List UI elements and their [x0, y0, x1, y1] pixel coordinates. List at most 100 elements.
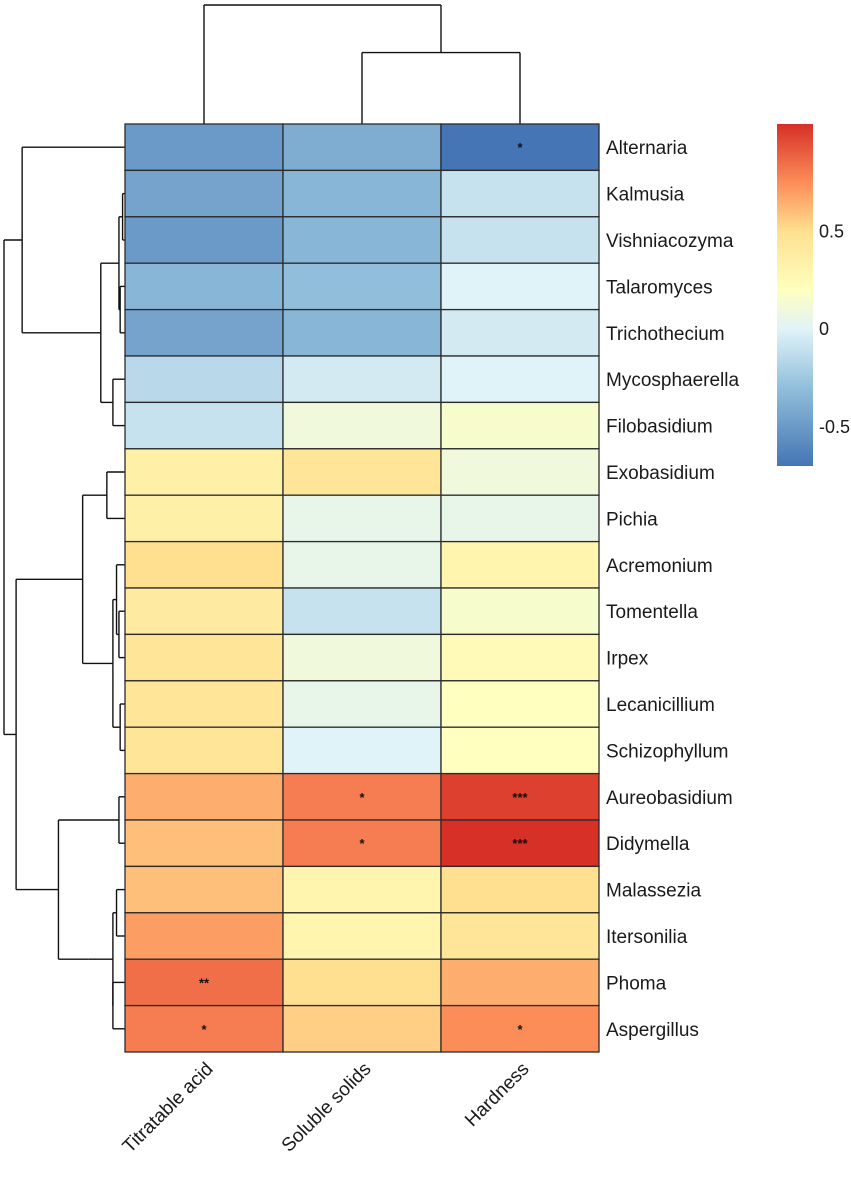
- heatmap-cell: [124, 726, 284, 775]
- heatmap-cell: [440, 587, 600, 636]
- heatmap-cell: [282, 494, 442, 543]
- heatmap-cell: [282, 958, 442, 1007]
- heatmap-cell: [124, 680, 284, 728]
- row-label: Alternaria: [606, 138, 688, 159]
- heatmap-cell: [124, 401, 284, 450]
- heatmap-cell: [124, 819, 284, 868]
- heatmap-cell: [282, 401, 442, 450]
- heatmap-cell: [124, 494, 284, 543]
- heatmap-cell: [440, 401, 600, 450]
- heatmap-cell: [282, 865, 442, 914]
- heatmap-cell: [282, 587, 442, 636]
- heatmap-cells: [124, 123, 600, 1053]
- heatmap-cell: [124, 216, 284, 264]
- row-dendrogram: [3, 146, 125, 1030]
- significance-marker: ***: [512, 836, 528, 851]
- heatmap-cell: [440, 633, 600, 682]
- row-label: Lecanicillium: [606, 695, 715, 716]
- row-label: Malassezia: [606, 881, 701, 902]
- heatmap-cell: [124, 448, 284, 496]
- row-label: Phoma: [606, 973, 667, 994]
- heatmap-cell: [282, 540, 442, 589]
- heatmap-cell: [440, 1004, 600, 1053]
- heatmap-cell: [124, 262, 284, 311]
- heatmap-cell: [282, 680, 442, 728]
- row-label: Vishniacozyma: [606, 231, 734, 252]
- significance-markers: ** **** ****** *: [199, 140, 529, 1037]
- heatmap-cell: [440, 448, 600, 496]
- heatmap-cell: [124, 633, 284, 682]
- significance-marker: **: [199, 975, 210, 990]
- row-label: Itersonilia: [606, 927, 688, 948]
- heatmap-cell: [282, 123, 442, 172]
- heatmap-cell: [440, 216, 600, 264]
- column-labels: Titratable acid Soluble solids Hardness: [119, 1059, 534, 1158]
- heatmap-cell: [440, 540, 600, 589]
- heatmap-cell: [124, 865, 284, 914]
- heatmap-cell: [282, 1004, 442, 1053]
- significance-marker: ***: [512, 790, 528, 805]
- row-label: Kalmusia: [606, 185, 685, 206]
- color-legend-bar: [777, 124, 813, 466]
- heatmap-cell: [124, 169, 284, 218]
- legend-tick-label: 0.5: [819, 221, 844, 241]
- heatmap-cell: [440, 680, 600, 728]
- heatmap-cell: [282, 633, 442, 682]
- heatmap-cell: [282, 169, 442, 218]
- significance-marker: *: [517, 140, 523, 155]
- heatmap-cell: [440, 865, 600, 914]
- row-label: Pichia: [606, 509, 658, 530]
- row-label: Didymella: [606, 834, 690, 855]
- row-label: Exobasidium: [606, 463, 715, 484]
- heatmap-cell: [282, 355, 442, 404]
- heatmap-cell: [440, 494, 600, 543]
- column-dendrogram: [203, 4, 521, 124]
- row-label: Trichothecium: [606, 324, 725, 345]
- heatmap-cell: [440, 355, 600, 404]
- heatmap-cell: [440, 308, 600, 357]
- heatmap-cell: [282, 448, 442, 496]
- heatmap-cell: [282, 216, 442, 264]
- column-label: Titratable acid: [119, 1059, 218, 1158]
- heatmap-cell: [124, 958, 284, 1007]
- heatmap-cell: [124, 772, 284, 821]
- heatmap-cell: [124, 540, 284, 589]
- heatmap-cell: [124, 308, 284, 357]
- heatmap-cell: [440, 726, 600, 775]
- color-legend: 0.5 0 -0.5: [777, 124, 850, 466]
- heatmap-cell: [282, 912, 442, 960]
- legend-tick-label: 0: [819, 319, 829, 339]
- row-labels: Alternaria Kalmusia Vishniacozyma Talaromyc…: [606, 138, 739, 1041]
- legend-tick-label: -0.5: [819, 417, 850, 437]
- row-label: Acremonium: [606, 556, 713, 577]
- heatmap-cell: [440, 169, 600, 218]
- significance-marker: *: [359, 836, 365, 851]
- column-label: Hardness: [461, 1059, 533, 1131]
- heatmap-cell: [440, 819, 600, 868]
- heatmap-cell: [124, 587, 284, 636]
- significance-marker: *: [517, 1022, 523, 1037]
- heatmap-cell: [440, 262, 600, 311]
- heatmap-cell: [282, 262, 442, 311]
- heatmap-cell: [124, 355, 284, 404]
- heatmap-cell: [282, 819, 442, 868]
- row-label: Aureobasidium: [606, 788, 733, 809]
- heatmap-cell: [124, 912, 284, 960]
- heatmap-cell: [440, 912, 600, 960]
- row-label: Aspergillus: [606, 1020, 699, 1041]
- heatmap-cell: [124, 123, 284, 172]
- row-label: Mycosphaerella: [606, 370, 739, 391]
- column-label: Soluble solids: [278, 1059, 376, 1157]
- heatmap-cell: [440, 958, 600, 1007]
- row-label: Talaromyces: [606, 277, 713, 298]
- heatmap-cell: [282, 308, 442, 357]
- color-legend-ticks: 0.5 0 -0.5: [819, 221, 850, 436]
- significance-marker: *: [201, 1022, 207, 1037]
- row-label: Filobasidium: [606, 417, 713, 438]
- row-label: Tomentella: [606, 602, 698, 623]
- row-label: Irpex: [606, 649, 649, 670]
- significance-marker: *: [359, 790, 365, 805]
- heatmap-cell: [282, 726, 442, 775]
- row-label: Schizophyllum: [606, 741, 729, 762]
